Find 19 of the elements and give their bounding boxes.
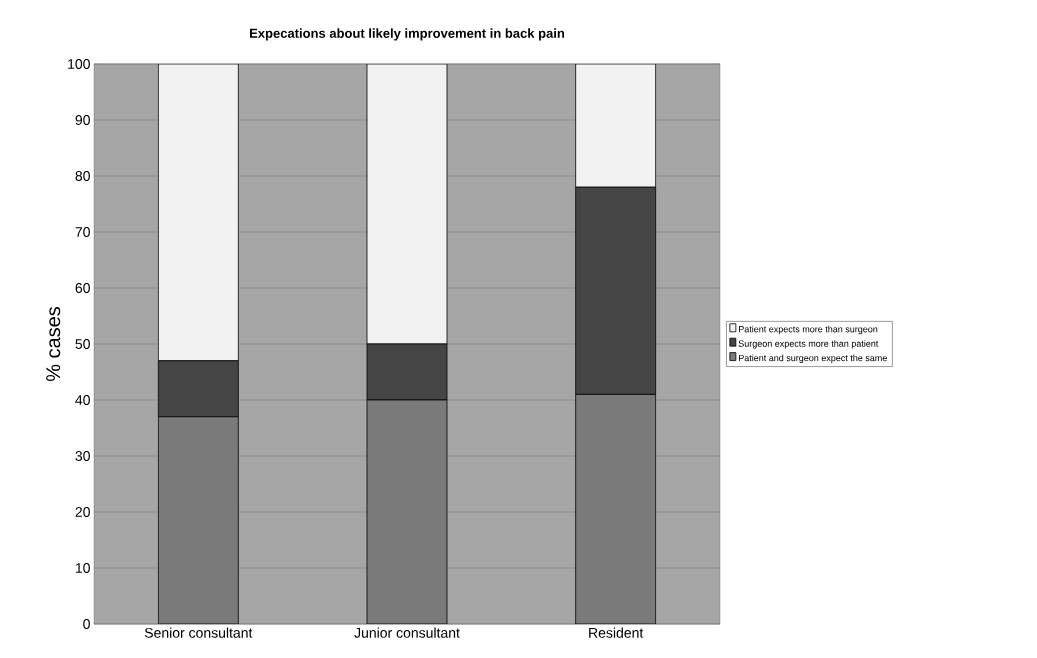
y-tick-label: 0 (83, 619, 90, 629)
x-tick-label: Resident (589, 627, 644, 638)
y-tick-label: 50 (75, 339, 90, 349)
legend-label: Patient expects more than surgeon (738, 325, 878, 335)
legend-label: Surgeon expects more than patient (738, 340, 879, 349)
y-tick-label: 80 (75, 171, 90, 181)
y-tick-label: 60 (75, 283, 90, 293)
y-axis-title: % cases (46, 306, 61, 382)
x-tick-label: Junior consultant (354, 627, 460, 638)
y-tick-label: 30 (75, 451, 90, 461)
chart-title: Expecations about likely improvement in back pain (250, 28, 565, 41)
y-tick-label: 10 (75, 563, 90, 573)
y-tick-label: 70 (75, 227, 90, 237)
y-tick-label: 90 (75, 115, 90, 125)
y-tick-label: 40 (75, 395, 90, 405)
y-tick-label: 20 (75, 507, 90, 517)
x-tick-label: Senior consultant (144, 627, 253, 638)
legend-label: Patient and surgeon expect the same (738, 354, 887, 363)
y-tick-label: 100 (68, 59, 90, 69)
